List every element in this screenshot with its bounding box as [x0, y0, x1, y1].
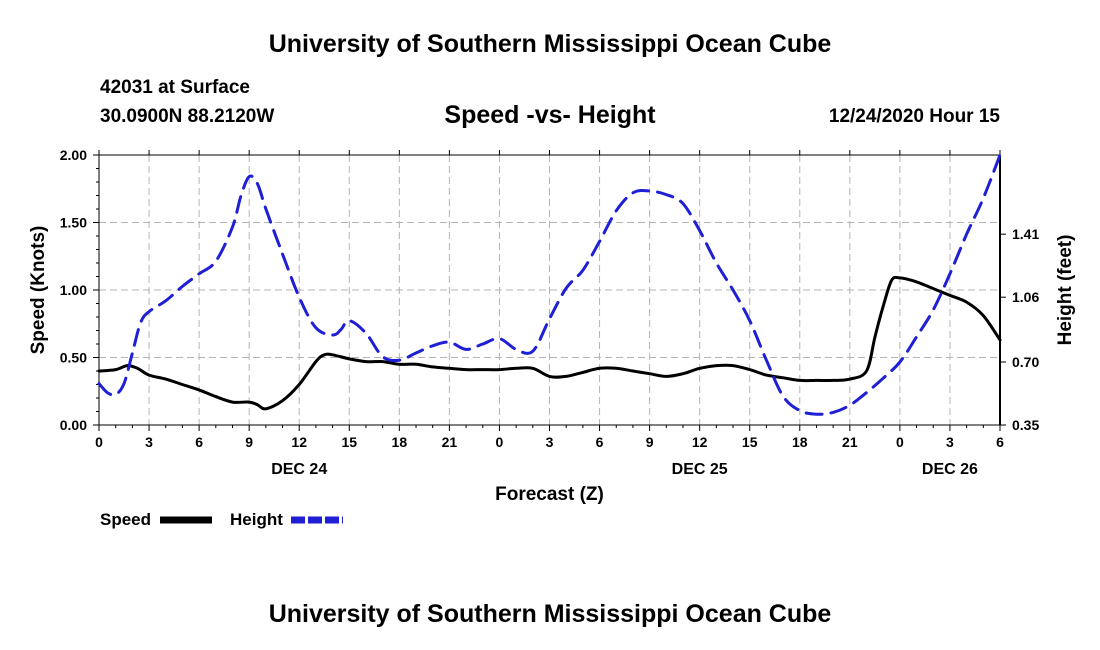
x-tick-label: 12	[291, 434, 307, 450]
x-tick-label: 21	[842, 434, 858, 450]
series-layer	[97, 153, 1002, 416]
y-tick-label: 2.00	[60, 147, 87, 163]
y-tick-label: 1.50	[60, 215, 87, 231]
x-tick-label: 3	[546, 434, 554, 450]
y-tick-label: 0.50	[60, 350, 87, 366]
x-tick-label: 12	[692, 434, 708, 450]
x-tick-label: 3	[145, 434, 153, 450]
legend-height-label: Height	[230, 510, 283, 529]
height-series-line	[97, 153, 1002, 416]
x-tick-label: 6	[195, 434, 203, 450]
page-title: University of Southern Mississippi Ocean…	[268, 30, 832, 58]
x-tick-label: 0	[896, 434, 904, 450]
date-hour-label: 12/24/2020 Hour 15	[828, 106, 1000, 127]
x-tick-label: 21	[442, 434, 458, 450]
station-label: 42031 at Surface	[100, 77, 250, 98]
day-label: DEC 26	[922, 461, 978, 478]
y2-tick-label: 0.35	[1012, 417, 1039, 433]
x-tick-label: 18	[392, 434, 408, 450]
y-axis-label: Speed (Knots)	[28, 226, 49, 355]
y-tick-label: 0.00	[60, 417, 87, 433]
axis-ticks: 0 3 6 9 12 15 18 21 0 3 6 9 12 15 18 21 0 3 6 0.00 0.50 1.00 1…	[60, 147, 1040, 478]
y2-tick-label: 1.41	[1012, 226, 1039, 242]
y2-tick-label: 0.70	[1012, 354, 1039, 370]
x-tick-label: 18	[792, 434, 808, 450]
x-tick-label: 0	[95, 434, 103, 450]
coordinates-label: 30.0900N 88.2120W	[100, 106, 275, 127]
x-tick-label: 9	[646, 434, 654, 450]
legend: Speed Height	[100, 510, 343, 529]
x-tick-label: 6	[596, 434, 604, 450]
speed-series-line	[97, 275, 1002, 411]
footer-title: University of Southern Mississippi Ocean…	[268, 600, 832, 628]
chart-title: Speed -vs- Height	[444, 101, 656, 129]
day-label: DEC 24	[271, 461, 327, 478]
y-tick-label: 1.00	[60, 282, 87, 298]
x-tick-label: 15	[341, 434, 357, 450]
x-tick-label: 15	[742, 434, 758, 450]
x-tick-label: 3	[946, 434, 954, 450]
x-tick-label: 6	[996, 434, 1004, 450]
x-tick-label: 9	[245, 434, 253, 450]
legend-speed-label: Speed	[100, 510, 151, 529]
y2-tick-label: 1.06	[1012, 289, 1039, 305]
grid-lines	[99, 155, 1000, 425]
x-tick-label: 0	[496, 434, 504, 450]
day-label: DEC 25	[672, 461, 728, 478]
y2-axis-label: Height (feet)	[1055, 235, 1076, 346]
x-axis-label: Forecast (Z)	[495, 484, 604, 505]
